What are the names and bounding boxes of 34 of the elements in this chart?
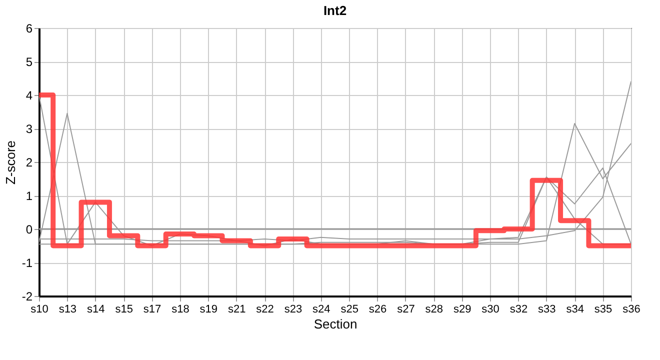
x-tick-label: s28	[425, 304, 444, 316]
x-tick-label: s15	[115, 304, 133, 316]
x-tick-label: s24	[312, 304, 330, 316]
x-tick-label: s32	[510, 304, 528, 316]
x-tick-label: s36	[622, 304, 640, 316]
x-tick-label: s29	[453, 304, 472, 316]
x-tick-label: s35	[594, 304, 612, 316]
x-axis-title: Section	[314, 316, 358, 332]
x-tick-label: s23	[284, 304, 302, 316]
x-tick-label: s13	[58, 304, 77, 316]
y-tick-label: 3	[26, 122, 33, 136]
x-tick-label: s18	[172, 304, 190, 316]
x-tick-label: s33	[538, 304, 556, 316]
chart-title: Int2	[323, 3, 347, 18]
x-tick-label: s34	[566, 304, 584, 316]
y-tick-label: -1	[22, 256, 33, 270]
x-tick-label: s25	[340, 304, 358, 316]
x-tick-label: s17	[143, 304, 162, 316]
x-tick-label: s21	[228, 304, 246, 316]
y-tick-label: 0	[26, 222, 33, 236]
x-tick-label: s19	[200, 304, 218, 316]
x-tick-label: s22	[256, 304, 274, 316]
y-tick-label: 2	[26, 156, 33, 170]
y-axis-title: Z-score	[2, 140, 18, 185]
y-tick-label: 1	[26, 189, 33, 203]
x-tick-label: s27	[397, 304, 415, 316]
x-tick-label: s14	[87, 304, 105, 316]
y-tick-label: 4	[26, 88, 33, 102]
y-tick-label: 6	[26, 22, 33, 36]
x-tick-label: s30	[482, 304, 500, 316]
x-tick-label: s10	[30, 304, 48, 316]
x-tick-label: s26	[368, 304, 387, 316]
y-tick-label: 5	[26, 55, 33, 69]
y-tick-label: -2	[22, 290, 33, 304]
